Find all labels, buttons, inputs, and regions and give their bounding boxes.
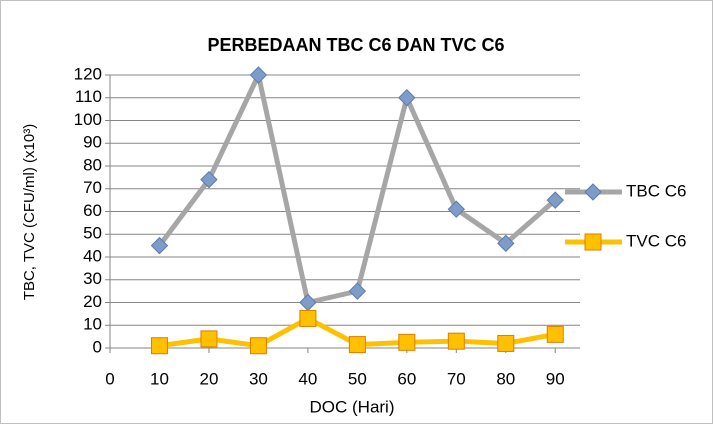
data-point	[249, 337, 267, 355]
data-point	[447, 200, 466, 218]
x-tick-label: 20	[199, 369, 218, 388]
y-tick-label: 70	[83, 178, 102, 197]
x-tick-label: 10	[150, 369, 169, 388]
y-tick-label: 0	[93, 337, 102, 356]
data-point	[447, 332, 465, 350]
data-point	[398, 333, 416, 351]
x-tick-label: 90	[546, 369, 565, 388]
y-tick-label: 10	[83, 315, 102, 334]
x-tick-label: 80	[496, 369, 515, 388]
data-point	[299, 309, 317, 327]
data-point	[497, 334, 515, 352]
chart-title: PERBEDAAN TBC C6 DAN TVC C6	[207, 35, 504, 55]
x-tick-label: 30	[249, 369, 268, 388]
y-tick-label: 100	[74, 110, 102, 129]
legend-label: TBC C6	[626, 181, 686, 200]
data-point	[398, 89, 416, 107]
y-tick-label: 80	[83, 155, 102, 174]
y-tick-label: 110	[75, 87, 102, 106]
x-tick-label: 40	[298, 369, 317, 388]
y-tick-label: 120	[74, 64, 102, 83]
x-tick-label: 50	[348, 369, 367, 388]
y-axis-label: TBC, TVC (CFU/ml) (x10³)	[21, 124, 38, 300]
y-tick-label: 50	[83, 224, 102, 243]
x-tick-label: 70	[447, 369, 466, 388]
legend-marker	[584, 183, 602, 201]
data-point	[200, 330, 218, 348]
data-point	[249, 66, 268, 84]
y-tick-label: 90	[83, 133, 102, 152]
y-tick-label: 20	[83, 292, 102, 311]
data-point	[200, 170, 218, 189]
data-point	[150, 337, 168, 355]
legend-marker	[584, 233, 602, 251]
legend-label: TVC C6	[626, 231, 686, 250]
x-tick-label: 60	[397, 369, 416, 388]
x-axis-label: DOC (Hari)	[310, 397, 395, 416]
data-point	[150, 236, 169, 255]
y-tick-label: 30	[83, 269, 102, 288]
x-tick-label: 0	[105, 369, 114, 388]
y-tick-label: 60	[83, 201, 102, 220]
data-point	[348, 336, 366, 354]
data-point	[348, 282, 367, 300]
data-point	[546, 191, 564, 209]
data-point	[497, 234, 515, 253]
y-tick-label: 40	[83, 246, 102, 265]
data-point	[546, 325, 564, 343]
